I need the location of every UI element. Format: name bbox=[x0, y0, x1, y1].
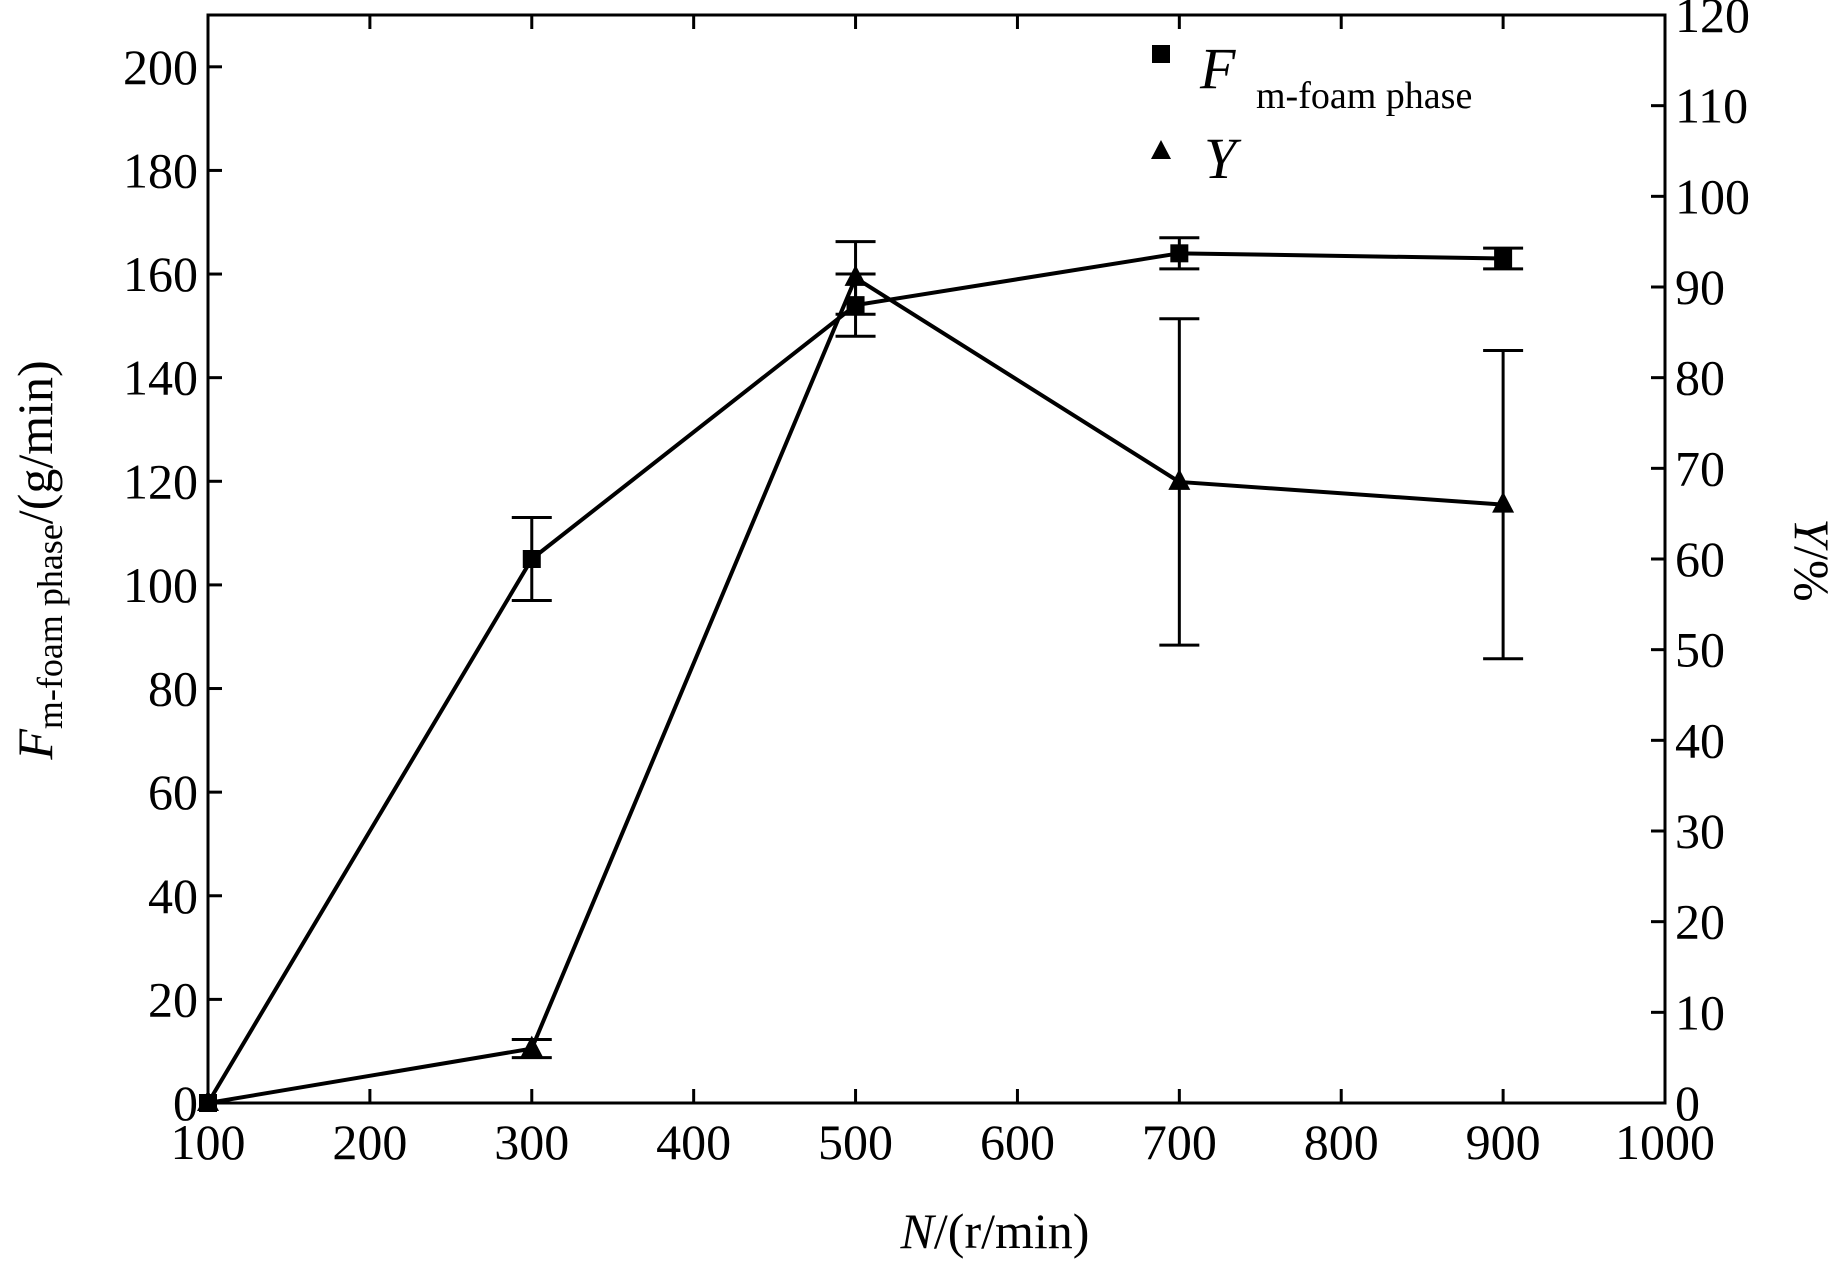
y-left-tick-label: 0 bbox=[173, 1075, 198, 1131]
y-left-tick-label: 20 bbox=[148, 971, 198, 1027]
y-right-axis-title: Y/% bbox=[1784, 518, 1829, 601]
data-point-y bbox=[844, 264, 867, 286]
legend-label-f-subscript: m-foam phase bbox=[1256, 75, 1472, 117]
x-tick-label: 200 bbox=[332, 1114, 407, 1170]
legend: F m-foam phase Y bbox=[1151, 36, 1472, 191]
y-right-axis-title-symbol: Y bbox=[1784, 518, 1829, 551]
data-point-f bbox=[522, 550, 541, 568]
y-right-tick-label: 40 bbox=[1675, 712, 1725, 768]
y-right-tick-label: 20 bbox=[1675, 894, 1725, 950]
y-right-tick-label: 120 bbox=[1675, 0, 1750, 43]
chart-marks: 100 200 300 400 500 600 700 800 900 1000020406080… bbox=[123, 0, 1750, 1170]
data-point-y bbox=[520, 1035, 543, 1057]
x-tick-label: 700 bbox=[1142, 1114, 1217, 1170]
legend-label-y: Y bbox=[1204, 126, 1242, 191]
x-axis-title: N/(r/min) bbox=[900, 1203, 1090, 1259]
y-right-tick-label: 100 bbox=[1675, 168, 1750, 224]
x-axis-title-symbol: N bbox=[900, 1203, 937, 1259]
y-right-tick-label: 60 bbox=[1675, 531, 1725, 587]
y-right-tick-label: 30 bbox=[1675, 803, 1725, 859]
legend-marker-triangle bbox=[1151, 140, 1171, 159]
y-right-tick-label: 90 bbox=[1675, 259, 1725, 315]
y-left-tick-label: 200 bbox=[123, 39, 198, 95]
y-left-tick-label: 40 bbox=[148, 868, 198, 924]
y-left-axis-title-subscript: m-foam phase bbox=[30, 524, 70, 729]
x-tick-label: 500 bbox=[818, 1114, 893, 1170]
y-left-tick-label: 60 bbox=[148, 764, 198, 820]
data-point-y bbox=[197, 1090, 219, 1111]
legend-label-f: F bbox=[1199, 36, 1236, 101]
y-right-tick-label: 10 bbox=[1675, 984, 1725, 1040]
y-left-axis-title-unit: /(g/min) bbox=[7, 360, 63, 524]
data-point-y bbox=[1168, 468, 1191, 490]
y-right-axis-title-unit: /% bbox=[1784, 546, 1829, 602]
y-left-tick-label: 80 bbox=[148, 661, 198, 717]
x-tick-label: 900 bbox=[1466, 1114, 1541, 1170]
y-left-tick-label: 160 bbox=[123, 246, 198, 302]
series-line-y bbox=[207, 275, 1504, 1105]
legend-marker-square bbox=[1152, 45, 1170, 63]
data-point-y bbox=[1492, 491, 1515, 513]
y-right-tick-label: 80 bbox=[1675, 350, 1725, 406]
data-point-f bbox=[1494, 249, 1513, 268]
y-left-tick-label: 180 bbox=[123, 142, 198, 198]
x-tick-label: 600 bbox=[980, 1114, 1055, 1170]
x-tick-label: 800 bbox=[1304, 1114, 1379, 1170]
x-tick-label: 300 bbox=[494, 1114, 569, 1170]
x-axis-title-unit: /(r/min) bbox=[934, 1203, 1090, 1259]
x-tick-label: 100 bbox=[171, 1114, 246, 1170]
y-left-axis-title: Fm-foam phase/(g/min) bbox=[7, 360, 70, 760]
y-left-tick-label: 100 bbox=[123, 557, 198, 613]
series-line-f bbox=[206, 251, 1504, 1105]
y-left-axis-title-symbol: F bbox=[7, 729, 63, 761]
y-left-tick-label: 120 bbox=[123, 453, 198, 509]
y-right-tick-label: 50 bbox=[1675, 622, 1725, 678]
y-right-tick-label: 70 bbox=[1675, 440, 1725, 496]
x-tick-label: 1000 bbox=[1615, 1114, 1715, 1170]
y-left-tick-label: 140 bbox=[123, 350, 198, 406]
y-right-tick-label: 0 bbox=[1675, 1075, 1700, 1131]
y-right-tick-label: 110 bbox=[1675, 78, 1748, 134]
plot-frame bbox=[206, 13, 1667, 1105]
data-point-f bbox=[1170, 244, 1189, 263]
x-tick-label: 400 bbox=[656, 1114, 731, 1170]
